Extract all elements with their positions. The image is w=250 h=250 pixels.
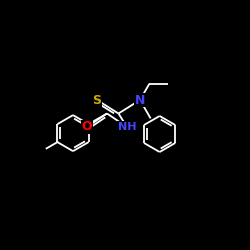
Text: O: O xyxy=(82,120,92,134)
Text: N: N xyxy=(135,94,145,106)
Text: S: S xyxy=(92,94,102,106)
Text: NH: NH xyxy=(118,122,136,132)
